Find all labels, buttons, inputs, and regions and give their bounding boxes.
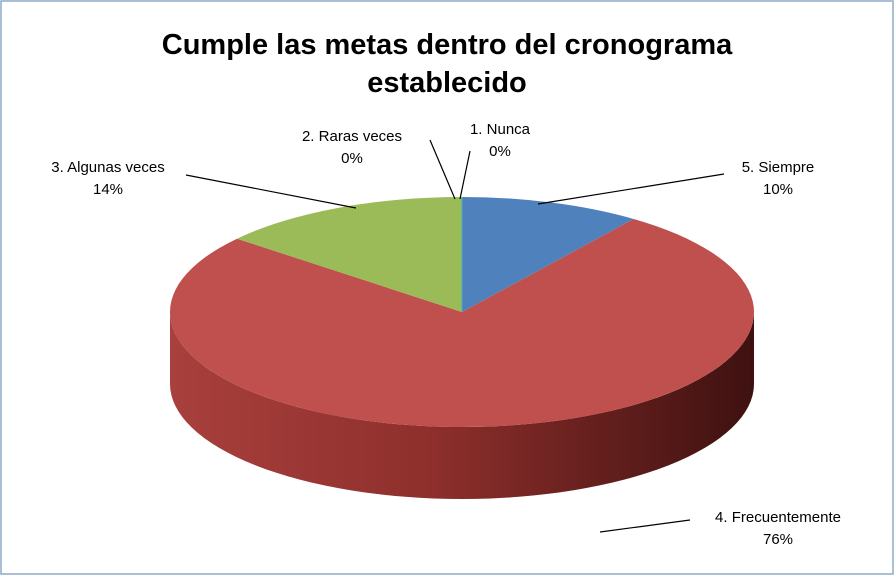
- data-label-value: 10%: [763, 181, 793, 198]
- data-label-value: 0%: [341, 150, 363, 167]
- data-label-name: 5. Siempre: [742, 159, 815, 176]
- slice: [237, 197, 462, 312]
- leader-line: [429, 139, 456, 200]
- data-label-value: 76%: [763, 531, 793, 548]
- data-label-value: 0%: [489, 143, 511, 160]
- data-label-name: 4. Frecuentemente: [715, 509, 841, 526]
- chart-title: Cumple las metas dentro del cronograma e…: [161, 29, 733, 99]
- leader-line: [185, 174, 357, 209]
- slice: [170, 218, 755, 427]
- slice-side: [170, 312, 754, 499]
- slice: [462, 197, 634, 312]
- leader-line: [459, 150, 471, 200]
- leader-line: [599, 519, 691, 533]
- data-label-name: 1. Nunca: [470, 121, 531, 138]
- data-label-name: 3. Algunas veces: [51, 159, 164, 176]
- data-label-value: 14%: [93, 181, 123, 198]
- leader-line: [537, 173, 725, 205]
- data-label-name: 2. Raras veces: [302, 128, 402, 145]
